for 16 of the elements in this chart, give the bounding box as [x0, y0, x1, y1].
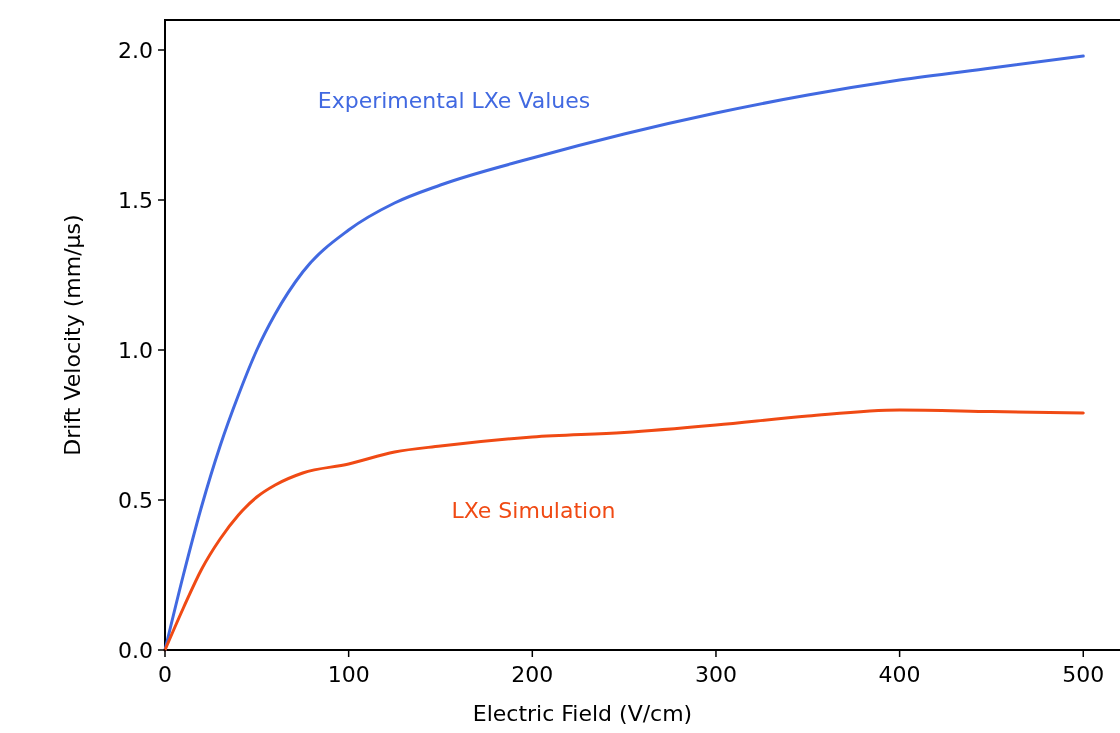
line-series	[163, 408, 1085, 652]
x-tick-label: 0	[158, 662, 172, 687]
x-tick-label: 300	[694, 662, 737, 687]
y-tick-label: 0.5	[118, 487, 153, 513]
y-axis-title: Drift Velocity (mm/µs)	[60, 214, 85, 456]
y-tick-label: 1.0	[118, 337, 153, 363]
series-label: Experimental LXe Values	[317, 88, 591, 114]
y-tick-label: 0.0	[118, 637, 153, 663]
y-tick-label: 1.5	[118, 187, 153, 213]
x-tick-label: 100	[327, 662, 370, 687]
x-tick-label: 500	[1062, 662, 1105, 687]
y-tick-label: 2.0	[118, 37, 153, 63]
x-tick-label: 200	[511, 662, 554, 687]
x-axis-title: Electric Field (V/cm)	[472, 701, 693, 726]
text: LXe Simulation	[451, 497, 616, 523]
x-tick-label: 400	[878, 662, 921, 687]
